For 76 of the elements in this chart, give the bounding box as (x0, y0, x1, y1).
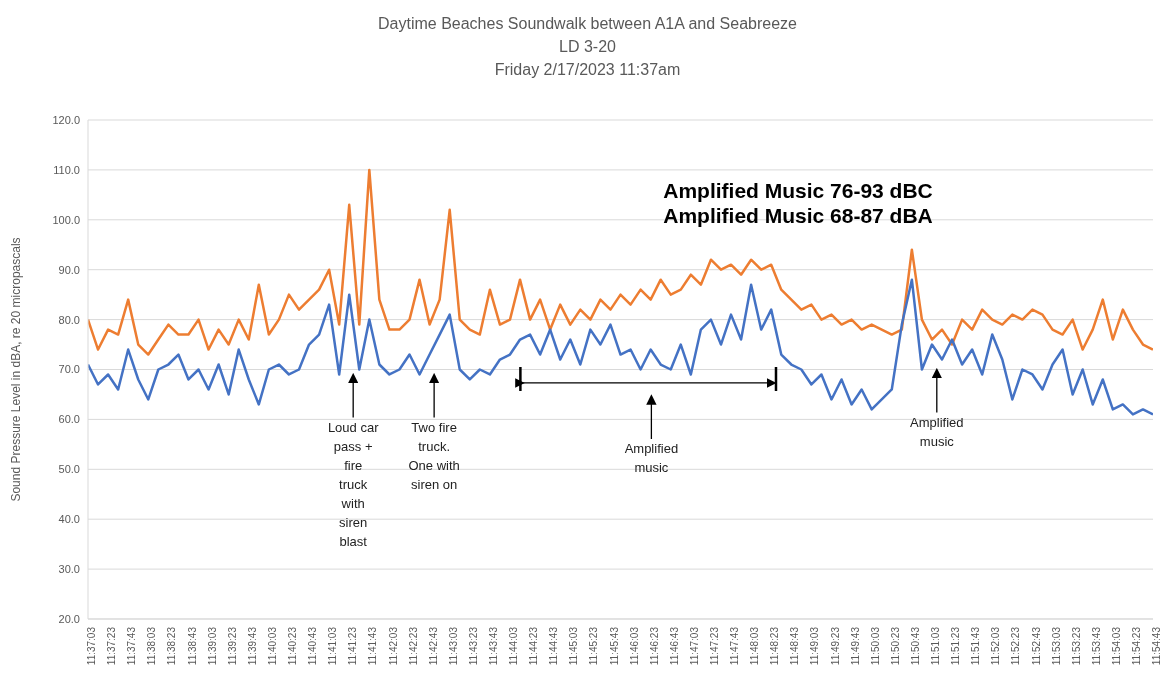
chart-title: Daytime Beaches Soundwalk between A1A and Seabreeze (377, 14, 798, 34)
x-tick-label: 11:49:03 (809, 626, 821, 666)
x-tick-label: 11:47:23 (709, 626, 721, 666)
x-tick-label: 11:41:43 (367, 626, 379, 666)
y-tick-label: 50.0 (58, 463, 80, 476)
x-tick-label: 11:46:23 (648, 626, 660, 666)
x-tick-label: 11:51:43 (970, 626, 982, 666)
chart-subtitle: LD 3-20 Friday 2/17/2023 11:37am (493, 37, 682, 80)
annotation: Amplified music (624, 440, 679, 475)
x-tick-label: 11:44:03 (508, 626, 520, 666)
x-tick-label: 11:47:43 (729, 626, 741, 666)
x-tick-label: 11:47:03 (688, 626, 700, 666)
x-tick-label: 11:48:03 (749, 626, 761, 666)
line-series (88, 168, 1153, 356)
x-tick-label: 11:54:43 (1151, 626, 1163, 666)
x-tick-label: 11:43:23 (467, 626, 479, 666)
x-tick-label: 11:41:23 (347, 626, 359, 666)
annotation: Amplified Music 76-93 dBC (663, 179, 933, 202)
x-tick-label: 11:38:03 (146, 626, 158, 666)
x-tick-label: 11:48:43 (789, 626, 801, 666)
x-tick-label: 11:38:43 (186, 626, 198, 666)
annotation: Amplified music (910, 414, 964, 449)
x-tick-label: 11:43:03 (447, 626, 459, 666)
x-tick-label: 11:52:43 (1030, 626, 1042, 666)
x-tick-label: 11:39:43 (246, 626, 258, 666)
x-tick-label: 11:52:03 (990, 626, 1002, 666)
x-tick-label: 11:50:43 (909, 626, 921, 666)
y-tick-label: 90.0 (58, 263, 80, 276)
y-tick-label: 70.0 (58, 363, 80, 376)
x-tick-label: 11:38:23 (166, 626, 178, 666)
y-tick-label: 100.0 (52, 213, 80, 226)
x-tick-label: 11:48:23 (769, 626, 781, 666)
x-tick-label: 11:42:23 (407, 626, 419, 666)
x-tick-label: 11:37:43 (126, 626, 138, 666)
y-tick-label: 20.0 (58, 612, 80, 625)
y-tick-label: 80.0 (58, 313, 80, 326)
x-tick-label: 11:53:03 (1050, 626, 1062, 666)
y-tick-label: 60.0 (58, 413, 80, 426)
x-tick-label: 11:44:43 (548, 626, 560, 666)
y-tick-label: 110.0 (53, 163, 80, 176)
x-tick-label: 11:45:03 (568, 626, 580, 666)
x-tick-label: 11:50:03 (869, 626, 881, 666)
x-tick-label: 11:42:43 (427, 626, 439, 666)
annotation: Amplified Music 68-87 dBA (663, 204, 933, 227)
line-series (88, 278, 1153, 416)
x-tick-label: 11:54:23 (1131, 626, 1143, 666)
x-tick-label: 11:39:03 (206, 626, 218, 666)
x-tick-label: 11:46:03 (628, 626, 640, 666)
x-tick-label: 11:49:43 (849, 626, 861, 666)
x-tick-label: 11:49:23 (829, 626, 841, 666)
x-tick-label: 11:46:43 (668, 626, 680, 666)
x-tick-label: 11:42:03 (387, 626, 399, 666)
y-axis-title: Sound Pressure Level in dBA, re 20 micropascals (9, 237, 24, 502)
annotation: Loud car pass + fire truck with siren blast (327, 419, 380, 549)
x-tick-label: 11:52:23 (1010, 626, 1022, 666)
x-tick-label: 11:41:03 (327, 626, 339, 666)
y-tick-label: 120.0 (52, 113, 80, 126)
x-tick-label: 11:45:23 (588, 626, 600, 666)
x-tick-label: 11:39:23 (226, 626, 238, 666)
x-tick-label: 11:45:43 (608, 626, 620, 666)
x-tick-label: 11:53:23 (1070, 626, 1082, 666)
x-tick-label: 11:43:43 (487, 626, 499, 666)
x-tick-label: 11:40:23 (287, 626, 299, 666)
annotation: Two fire truck. One with siren on (408, 419, 460, 492)
x-tick-label: 11:54:03 (1110, 626, 1122, 666)
y-tick-label: 40.0 (58, 513, 80, 526)
x-tick-label: 11:53:43 (1090, 626, 1102, 666)
x-tick-label: 11:40:43 (307, 626, 319, 666)
x-tick-label: 11:50:23 (889, 626, 901, 666)
x-tick-label: 11:40:03 (266, 626, 278, 666)
x-tick-label: 11:51:23 (950, 626, 962, 666)
y-tick-label: 30.0 (58, 563, 80, 576)
x-tick-label: 11:51:03 (930, 626, 942, 666)
x-tick-label: 11:37:23 (106, 626, 118, 666)
x-tick-label: 11:44:23 (528, 626, 540, 666)
x-tick-label: 11:37:03 (86, 626, 98, 666)
